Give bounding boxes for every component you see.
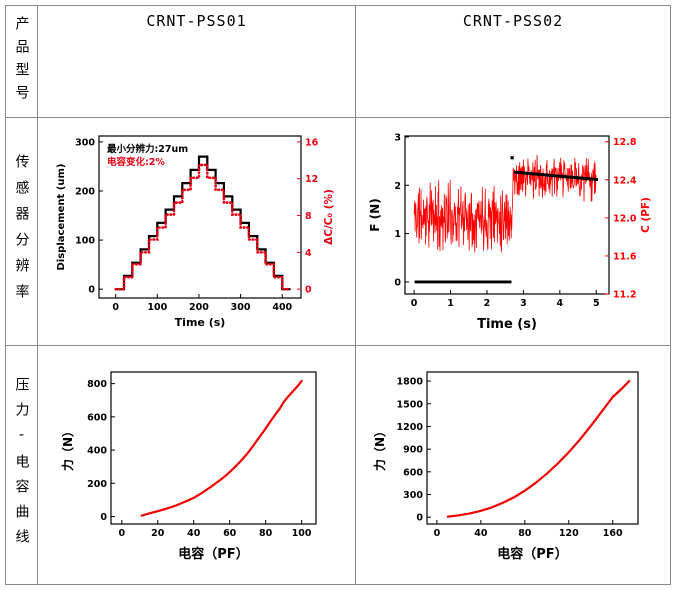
svg-text:400: 400 [272, 302, 292, 313]
svg-text:1800: 1800 [396, 377, 423, 388]
svg-text:11.6: 11.6 [613, 251, 637, 262]
svg-text:0: 0 [411, 298, 418, 309]
svg-text:4: 4 [557, 298, 564, 309]
svg-text:1200: 1200 [396, 422, 423, 433]
svg-text:300: 300 [75, 137, 95, 148]
row-header-sensor-resolution-text: 传感器分辨率 [13, 153, 30, 310]
svg-text:3: 3 [520, 298, 527, 309]
svg-text:60: 60 [223, 528, 237, 539]
svg-text:200: 200 [87, 479, 107, 490]
svg-text:11.2: 11.2 [613, 289, 636, 300]
svg-text:4: 4 [305, 247, 312, 258]
svg-text:0: 0 [88, 284, 95, 295]
svg-text:12.0: 12.0 [613, 213, 637, 224]
svg-text:800: 800 [87, 379, 107, 390]
svg-text:400: 400 [87, 446, 107, 457]
svg-text:Displacement (um): Displacement (um) [56, 163, 67, 270]
svg-text:160: 160 [602, 528, 622, 539]
svg-text:5: 5 [593, 298, 600, 309]
svg-text:40: 40 [187, 528, 201, 539]
svg-text:0: 0 [112, 302, 119, 313]
svg-text:2: 2 [484, 298, 491, 309]
svg-text:0: 0 [100, 512, 107, 523]
svg-text:Time (s): Time (s) [174, 316, 225, 329]
cell-pss01-resolution: 0 100 200 300 400 0 100 200 300 0 4 8 12 16 Time (s) Di… [38, 118, 356, 346]
product-name-pss02: CRNT-PSS02 [462, 12, 564, 30]
row-header-pressure-capacitance-text: 压力-电容曲线 [13, 376, 30, 554]
svg-text:16: 16 [305, 137, 319, 148]
product-spec-table: 产品型号 CRNT-PSS01 CRNT-PSS02 传感器分辨率 0 100 20… [5, 5, 671, 585]
cell-pss02-resolution: 0 1 2 3 4 5 0 1 2 3 11.2 11.6 12.0 12.4 12.8 Time (s) F … [356, 118, 670, 346]
svg-text:1: 1 [394, 229, 401, 240]
cell-pss02-curve: 0 40 80 120 160 0 300 600 900 1200 1500 1800 电容（PF） 力… [356, 346, 670, 584]
row-header-product-model-text: 产品型号 [13, 15, 30, 108]
svg-text:300: 300 [403, 490, 423, 501]
svg-text:0: 0 [394, 277, 401, 288]
cell-pss01-curve: 0 20 40 60 80 100 0 200 400 600 800 电容（PF） 力（N） [38, 346, 356, 584]
svg-text:20: 20 [151, 528, 165, 539]
product-name-pss01: CRNT-PSS01 [146, 12, 247, 30]
svg-text:600: 600 [403, 467, 423, 478]
svg-text:200: 200 [75, 186, 95, 197]
chart-pss02-resolution: 0 1 2 3 4 5 0 1 2 3 11.2 11.6 12.0 12.4 12.8 Time (s) F … [367, 126, 659, 338]
row-header-pressure-capacitance-curve: 压力-电容曲线 [6, 346, 38, 584]
svg-text:12: 12 [305, 174, 318, 185]
svg-text:80: 80 [259, 528, 273, 539]
svg-text:100: 100 [147, 302, 167, 313]
svg-text:0: 0 [433, 528, 440, 539]
svg-text:900: 900 [403, 445, 423, 456]
svg-text:电容变化:2%: 电容变化:2% [107, 156, 165, 168]
svg-text:600: 600 [87, 412, 107, 423]
svg-text:电容（PF）: 电容（PF） [178, 546, 248, 562]
svg-text:ΔC/C₀ (%): ΔC/C₀ (%) [323, 189, 335, 245]
svg-text:40: 40 [474, 528, 488, 539]
svg-text:1500: 1500 [396, 399, 423, 410]
svg-text:1: 1 [447, 298, 454, 309]
svg-text:3: 3 [394, 132, 401, 143]
svg-text:120: 120 [558, 528, 578, 539]
svg-text:电容（PF）: 电容（PF） [497, 546, 567, 562]
svg-text:F (N): F (N) [368, 198, 382, 231]
svg-text:力（N）: 力（N） [60, 425, 75, 471]
svg-text:2: 2 [394, 180, 401, 191]
svg-text:100: 100 [75, 235, 95, 246]
svg-text:0: 0 [118, 528, 125, 539]
svg-text:100: 100 [292, 528, 312, 539]
svg-text:200: 200 [189, 302, 209, 313]
svg-text:Time (s): Time (s) [477, 317, 537, 332]
svg-text:C (PF): C (PF) [640, 197, 652, 233]
svg-text:80: 80 [518, 528, 532, 539]
svg-text:力（N）: 力（N） [372, 425, 387, 471]
column-header-crnt-pss02: CRNT-PSS02 [356, 6, 670, 118]
svg-text:300: 300 [230, 302, 250, 313]
column-header-crnt-pss01: CRNT-PSS01 [38, 6, 356, 118]
svg-text:最小分辨力:27um: 最小分辨力:27um [107, 143, 188, 155]
chart-pss01-resolution: 0 100 200 300 400 0 100 200 300 0 4 8 12 16 Time (s) Di… [53, 128, 341, 336]
svg-text:0: 0 [305, 284, 312, 295]
row-header-product-model: 产品型号 [6, 6, 38, 118]
svg-text:12.8: 12.8 [613, 137, 637, 148]
svg-text:0: 0 [416, 513, 423, 524]
svg-text:12.4: 12.4 [613, 175, 637, 186]
row-header-sensor-resolution: 传感器分辨率 [6, 118, 38, 346]
svg-text:8: 8 [305, 211, 312, 222]
chart-pss01-curve: 0 20 40 60 80 100 0 200 400 600 800 电容（PF） 力（N） [59, 362, 334, 568]
chart-pss02-curve: 0 40 80 120 160 0 300 600 900 1200 1500 1800 电容（PF） 力… [371, 362, 656, 568]
